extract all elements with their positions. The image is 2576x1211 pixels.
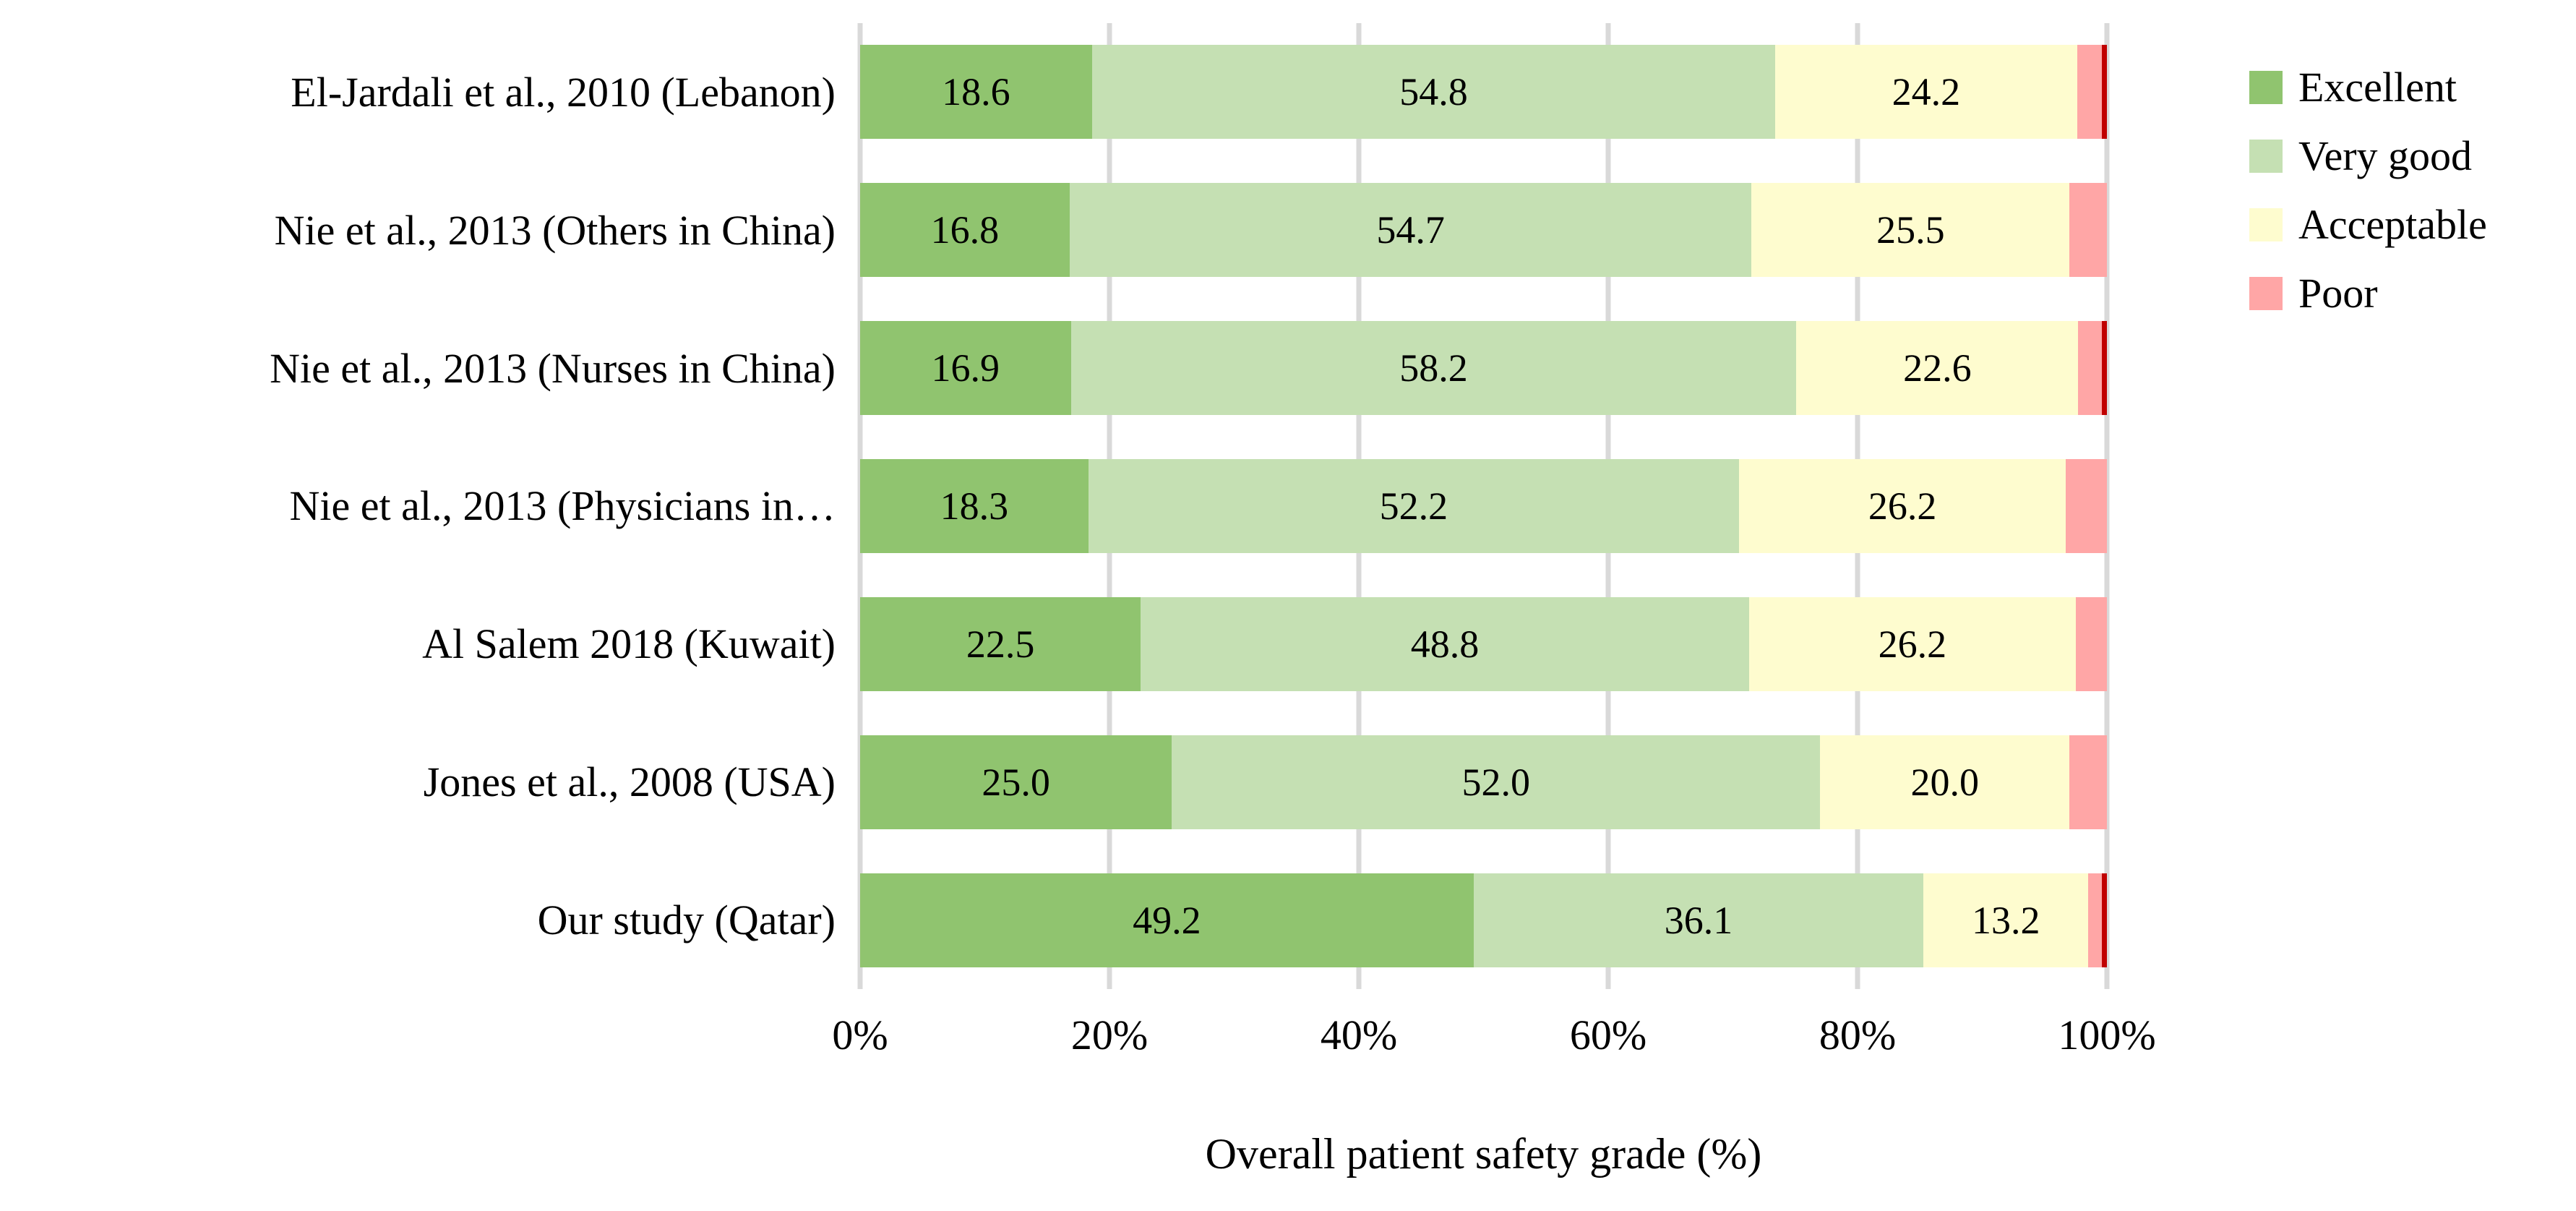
gridline-100% <box>2104 23 2110 989</box>
bar-segment-excellent: 16.8 <box>860 183 1070 278</box>
legend-label: Excellent <box>2298 64 2457 111</box>
data-label: 20.0 <box>1910 760 1980 804</box>
bar-row: 18.3 52.2 26.2 <box>860 459 2107 553</box>
legend-swatch-icon <box>2249 71 2283 104</box>
bar-row: 49.2 36.1 13.2 <box>860 873 2107 967</box>
x-tick-label: 20% <box>1070 1011 1149 1058</box>
data-label: 13.2 <box>1972 898 2040 942</box>
data-label: 26.2 <box>1878 622 1947 666</box>
category-label: Jones et al., 2008 (USA) <box>423 758 836 806</box>
plot-area: 18.6 54.8 24.2 16.8 54.7 25.5 16.9 58.2 22.6 18.3… <box>857 23 2110 989</box>
bar-segment-acceptable: 13.2 <box>1923 873 2089 967</box>
category-label: El-Jardali et al., 2010 (Lebanon) <box>291 68 836 116</box>
category-label: Al Salem 2018 (Kuwait) <box>422 620 836 668</box>
bar-row: 25.0 52.0 20.0 <box>860 735 2107 829</box>
bar-segment-acceptable: 25.5 <box>1751 183 2070 278</box>
data-label: 24.2 <box>1892 70 1961 114</box>
legend-swatch-icon <box>2249 140 2283 173</box>
bar-segment-excellent: 22.5 <box>860 596 1141 691</box>
x-axis-title: Overall patient safety grade (%) <box>1205 1130 1762 1178</box>
bar-segment-excellent: 49.2 <box>860 873 1474 967</box>
bar-segment-poor <box>2075 596 2107 691</box>
legend-swatch-icon <box>2249 208 2283 241</box>
x-tick-label: 80% <box>1819 1011 1897 1058</box>
data-label: 54.8 <box>1399 70 1468 114</box>
data-label: 22.6 <box>1903 346 1972 390</box>
data-label: 36.1 <box>1664 898 1733 942</box>
legend-swatch-icon <box>2249 277 2283 310</box>
category-label: Nie et al., 2013 (Physicians in… <box>289 482 836 530</box>
data-label: 18.3 <box>940 484 1009 528</box>
bar-row: 16.9 58.2 22.6 <box>860 321 2107 416</box>
data-label: 26.2 <box>1868 484 1937 528</box>
legend-item-very-good: Very good <box>2249 135 2472 177</box>
bar-segment-excellent: 18.6 <box>860 45 1092 140</box>
x-tick-label: 60% <box>1569 1011 1647 1058</box>
bar-segment-poor <box>2069 735 2107 829</box>
category-label: Nie et al., 2013 (Others in China) <box>274 206 836 254</box>
legend-item-acceptable: Acceptable <box>2249 204 2487 246</box>
bar-segment-excellent: 16.9 <box>860 321 1071 416</box>
x-axis-ticks: 0% 20% 40% 60% 80% 100% <box>832 1011 2155 1076</box>
bar-segment-acceptable: 26.2 <box>1748 596 2076 691</box>
bar-segment-excellent: 25.0 <box>860 735 1172 829</box>
data-label: 16.8 <box>930 208 1000 252</box>
data-label: 18.6 <box>942 70 1010 114</box>
bar-row: 18.6 54.8 24.2 <box>860 45 2107 140</box>
bar-segment-very-good: 36.1 <box>1473 873 1924 967</box>
bar-segment-poor <box>2069 183 2107 278</box>
bar-segment-acceptable: 22.6 <box>1796 321 2079 416</box>
data-label: 25.0 <box>982 760 1050 804</box>
x-tick-label: 40% <box>1320 1011 1398 1058</box>
x-tick-label: 0% <box>832 1011 888 1058</box>
bar-segment-excellent: 18.3 <box>860 459 1089 553</box>
data-label: 22.5 <box>966 622 1035 666</box>
data-label: 54.7 <box>1376 208 1445 252</box>
data-label: 25.5 <box>1876 208 1945 252</box>
bar-segment-very-good: 54.7 <box>1069 183 1752 278</box>
bar-row: 16.8 54.7 25.5 <box>860 183 2107 278</box>
bar-segment-poor <box>2088 873 2103 967</box>
bar-segment-acceptable: 24.2 <box>1775 45 2077 140</box>
bar-segment-acceptable: 26.2 <box>1739 459 2066 553</box>
category-label: Nie et al., 2013 (Nurses in China) <box>270 344 836 392</box>
bar-segment-unlabeled-dark-red-sliver <box>2102 321 2107 416</box>
data-label: 52.2 <box>1379 484 1448 528</box>
y-axis-labels: El-Jardali et al., 2010 (Lebanon) Nie et … <box>0 23 836 989</box>
bar-segment-unlabeled-dark-red-sliver <box>2102 873 2107 967</box>
legend-item-excellent: Excellent <box>2249 67 2457 108</box>
bar-segment-very-good: 52.2 <box>1088 459 1740 553</box>
bar-segment-very-good: 54.8 <box>1091 45 1776 140</box>
bar-segment-very-good: 58.2 <box>1070 321 1797 416</box>
bar-segment-unlabeled-dark-red-sliver <box>2102 45 2107 140</box>
bar-segment-acceptable: 20.0 <box>1820 735 2070 829</box>
bar-segment-poor <box>2077 45 2103 140</box>
data-label: 52.0 <box>1461 760 1531 804</box>
data-label: 16.9 <box>931 346 1000 390</box>
data-label: 49.2 <box>1133 898 1201 942</box>
legend-label: Acceptable <box>2298 201 2487 248</box>
bar-row: 22.5 48.8 26.2 <box>860 596 2107 691</box>
category-label: Our study (Qatar) <box>537 897 836 944</box>
bar-segment-very-good: 52.0 <box>1172 735 1821 829</box>
legend-label: Very good <box>2298 132 2473 179</box>
bar-segment-poor <box>2078 321 2103 416</box>
legend-label: Poor <box>2298 270 2378 317</box>
x-tick-label: 100% <box>2058 1011 2156 1058</box>
bar-segment-poor <box>2066 459 2107 553</box>
data-label: 58.2 <box>1399 346 1468 390</box>
bar-segment-very-good: 48.8 <box>1141 596 1749 691</box>
legend-item-poor: Poor <box>2249 273 2378 314</box>
data-label: 48.8 <box>1410 622 1480 666</box>
